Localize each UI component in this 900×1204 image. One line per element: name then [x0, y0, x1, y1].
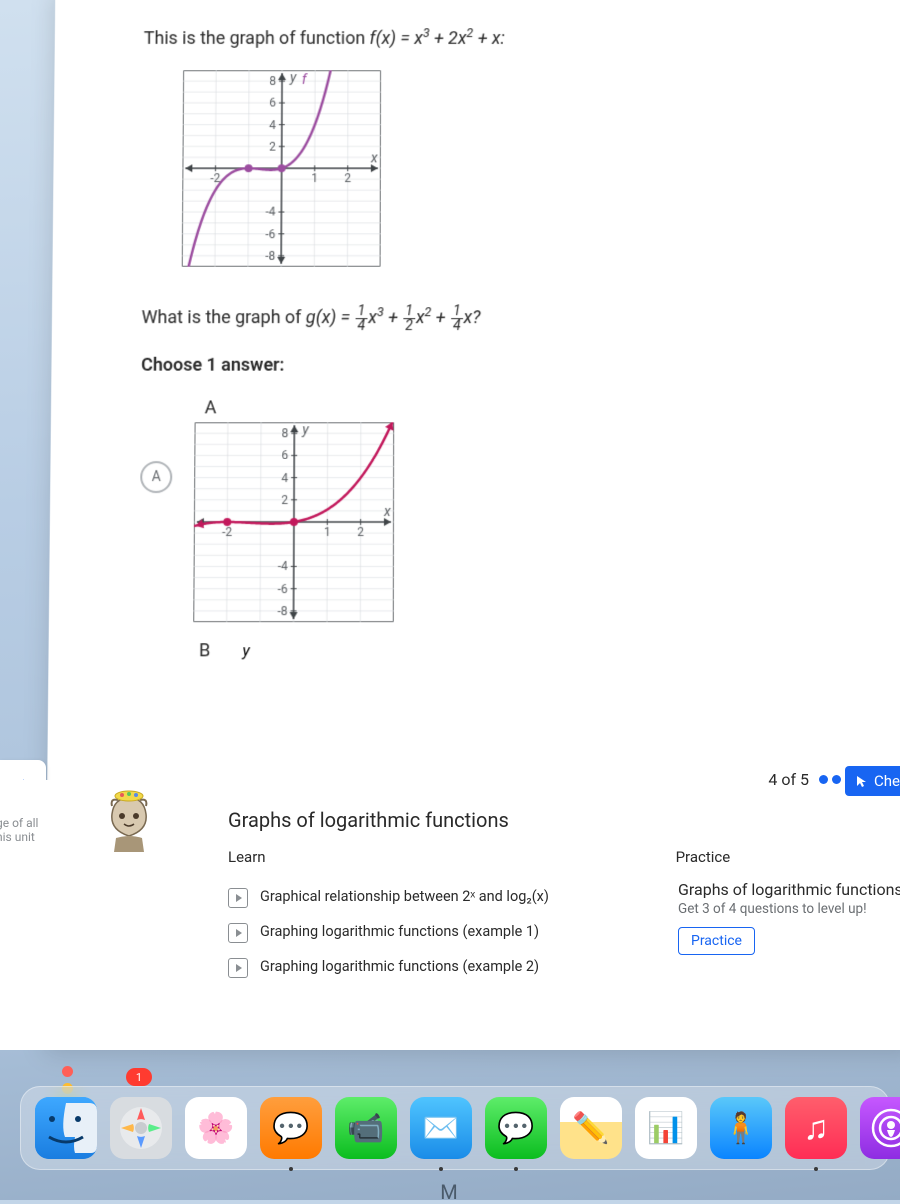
svg-text:-2: -2: [222, 525, 232, 539]
graph-option-a: -2 1 2 8 6 4 2 -4 -6 -8 y x: [193, 422, 394, 622]
svg-text:4: 4: [269, 118, 276, 132]
column-headers: Learn Practice: [228, 848, 730, 866]
graph-f: -2128642-4-6-8yxf: [182, 70, 381, 270]
f-equation: f(x) = x3 + 2x2 + x:: [370, 28, 505, 49]
choose-label: Choose 1 answer:: [141, 355, 900, 376]
option-b-label: B: [199, 640, 210, 661]
progress-text: 4 of 5: [768, 770, 809, 789]
svg-text:y: y: [301, 422, 309, 438]
dock-finder-icon[interactable]: [35, 1097, 97, 1159]
cursor-icon: [855, 774, 869, 788]
svg-text:x: x: [383, 504, 391, 520]
check-button[interactable]: Che: [845, 766, 900, 796]
question-g: What is the graph of g(x) = 14x3 + 12x2 …: [141, 304, 900, 333]
khan-main: 4 of 5 Che: [58, 780, 900, 1050]
learn-list: Graphical relationship between 2ˣ and lo…: [228, 880, 658, 985]
svg-text:2: 2: [269, 140, 276, 154]
finder-badge: 1: [126, 1068, 152, 1086]
running-dot: [514, 1167, 518, 1171]
svg-text:2: 2: [357, 525, 364, 539]
dock-photos-icon[interactable]: 🌸: [185, 1097, 247, 1159]
col-practice: Practice: [676, 848, 731, 866]
svg-text:-4: -4: [278, 559, 288, 573]
col-learn: Learn: [228, 848, 266, 866]
question-intro: This is the graph of function f(x) = x3 …: [144, 26, 900, 48]
intro-text: This is the graph of function: [144, 28, 370, 49]
khan-panel: ge of all his unit 4 of 5 Che: [0, 780, 900, 1050]
svg-text:-8: -8: [277, 604, 287, 618]
svg-text:4: 4: [281, 471, 288, 485]
dock-imessage-icon[interactable]: 💬: [485, 1097, 547, 1159]
lesson-item[interactable]: Graphing logarithmic functions (example …: [228, 950, 658, 985]
dot-filled: [819, 775, 828, 784]
khan-sidebar: ge of all his unit: [0, 780, 59, 1050]
svg-text:-6: -6: [278, 582, 288, 596]
svg-text:6: 6: [281, 448, 288, 462]
close-light[interactable]: [62, 1066, 73, 1077]
svg-text:2: 2: [344, 171, 351, 185]
dock-mail-icon[interactable]: ✉️: [410, 1097, 472, 1159]
svg-text:8: 8: [269, 74, 276, 88]
svg-text:2: 2: [281, 493, 288, 507]
avatar-icon: [94, 790, 164, 860]
running-dot: [814, 1167, 818, 1171]
option-a-row[interactable]: A A -2 1 2 8 6 4 2 -4 -6 -8 y x: [139, 397, 900, 626]
option-b-y-label: y: [242, 641, 249, 660]
option-b-row[interactable]: B y: [139, 640, 900, 665]
svg-text:x: x: [370, 151, 378, 167]
practice-button[interactable]: Practice: [678, 927, 755, 955]
macos-dock[interactable]: 🌸💬📹✉️💬✏️📊🧍♫: [20, 1086, 890, 1170]
svg-text:-4: -4: [265, 205, 275, 219]
dock-music-icon[interactable]: ♫: [785, 1097, 847, 1159]
dot-filled: [832, 775, 841, 784]
svg-text:6: 6: [269, 96, 276, 110]
dock-facetime-icon[interactable]: 📹: [335, 1097, 397, 1159]
svg-text:-8: -8: [265, 249, 275, 263]
svg-text:1: 1: [311, 171, 318, 185]
option-a-radio[interactable]: A: [140, 461, 172, 493]
svg-text:y: y: [289, 70, 297, 86]
practice-subtitle: Get 3 of 4 questions to level up!: [678, 901, 900, 917]
play-icon: [228, 923, 248, 943]
running-dot: [289, 1167, 293, 1171]
lesson-item[interactable]: Graphical relationship between 2ˣ and lo…: [228, 880, 658, 915]
desktop-screen: This is the graph of function f(x) = x3 …: [0, 0, 900, 1200]
lesson-item[interactable]: Graphing logarithmic functions (example …: [228, 915, 658, 950]
lesson-title-text: Graphical relationship between 2ˣ and lo…: [260, 887, 549, 907]
option-a-label: A: [205, 397, 395, 418]
dock-podcasts-icon[interactable]: [860, 1097, 900, 1159]
play-icon: [228, 888, 248, 908]
svg-text:1: 1: [324, 525, 331, 539]
lesson-title-text: Graphing logarithmic functions (example …: [260, 957, 539, 977]
play-icon: [228, 958, 248, 978]
practice-title: Graphs of logarithmic functions: [678, 880, 900, 899]
dock-keynote-icon[interactable]: 🧍: [710, 1097, 772, 1159]
dock-notes-icon[interactable]: ✏️: [560, 1097, 622, 1159]
practice-box: Graphs of logarithmic functions Get 3 of…: [678, 880, 900, 955]
dock-numbers-icon[interactable]: 📊: [635, 1097, 697, 1159]
lesson-title: Graphs of logarithmic functions: [228, 808, 509, 832]
dock-launchpad-icon[interactable]: [110, 1097, 172, 1159]
svg-text:-6: -6: [265, 227, 275, 241]
svg-text:f: f: [302, 72, 308, 88]
svg-text:8: 8: [282, 426, 289, 440]
dock-messages-orange-icon[interactable]: 💬: [260, 1097, 322, 1159]
mac-label: M: [440, 1180, 459, 1204]
sidebar-text: ge of all his unit: [0, 816, 56, 845]
running-dot: [439, 1167, 443, 1171]
lesson-title-text: Graphing logarithmic functions (example …: [260, 922, 539, 942]
